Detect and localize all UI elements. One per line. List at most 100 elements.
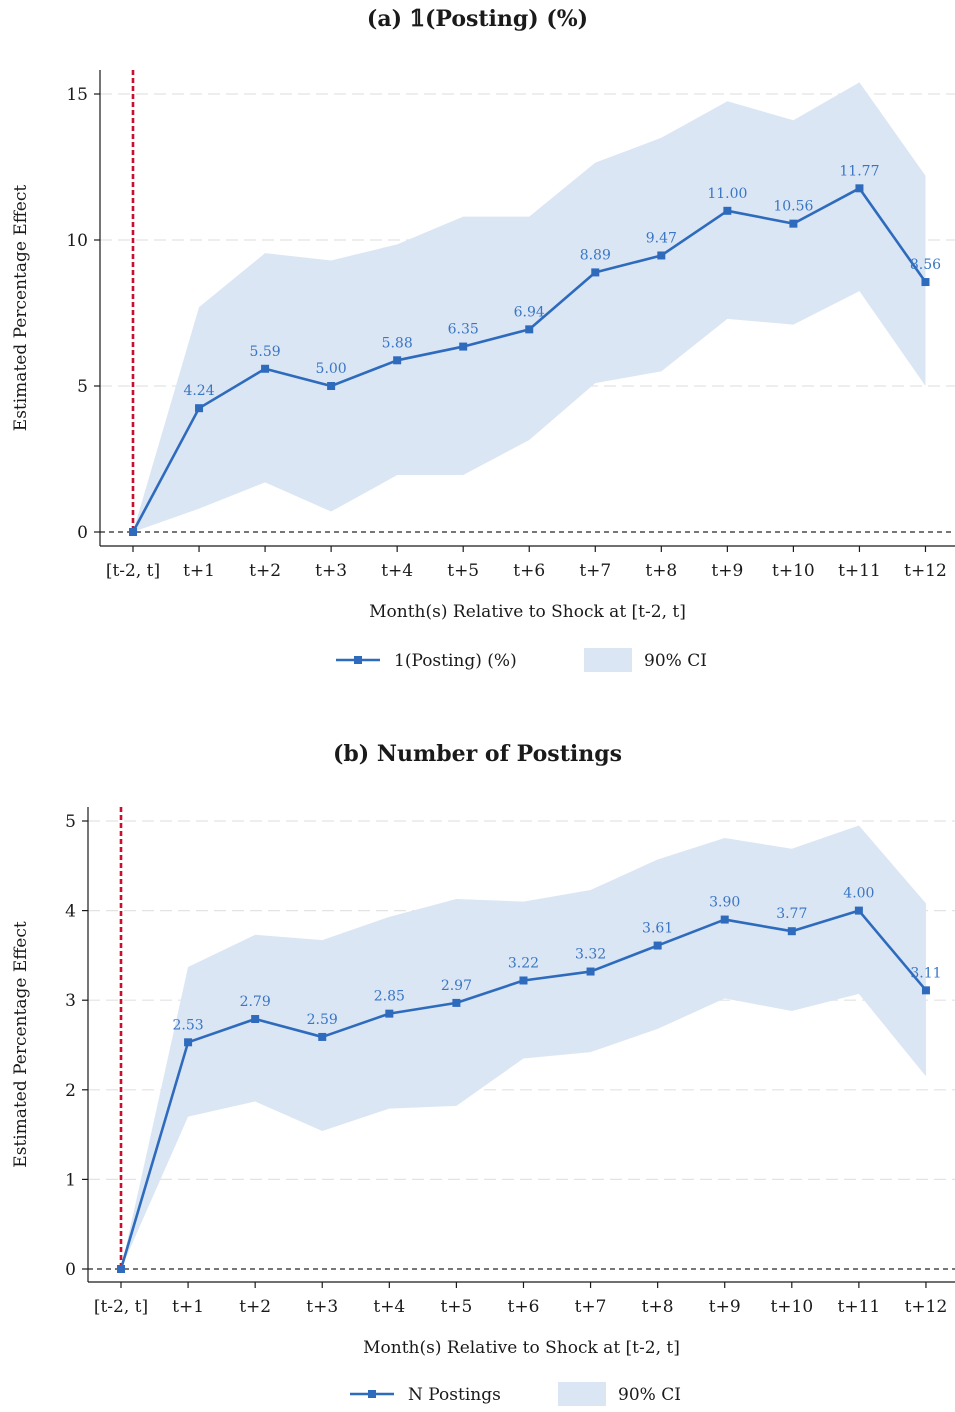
x-tick-label: t+10 <box>772 561 815 581</box>
y-tick-label: 1 <box>65 1170 76 1190</box>
data-label: 6.35 <box>448 322 479 338</box>
data-label: 3.61 <box>642 921 673 937</box>
x-tick-label: t+11 <box>838 561 881 581</box>
data-label: 5.59 <box>249 344 280 360</box>
y-tick-label: 4 <box>65 902 76 922</box>
x-tick-label: t+2 <box>239 1297 271 1317</box>
data-point <box>586 967 595 976</box>
x-tick-label: t+4 <box>373 1297 405 1317</box>
data-point <box>855 184 864 193</box>
x-tick-label: t+10 <box>770 1297 813 1317</box>
x-tick-label: t+8 <box>642 1297 674 1317</box>
x-axis-title: Month(s) Relative to Shock at [t-2, t] <box>369 602 686 622</box>
x-tick-label: t+2 <box>249 561 281 581</box>
y-tick-label: 15 <box>66 85 88 105</box>
data-label: 11.77 <box>839 163 879 179</box>
y-axis-title: Estimated Percentage Effect <box>11 921 31 1168</box>
legend-marker-swatch <box>368 1390 376 1398</box>
y-tick-label: 5 <box>77 377 88 397</box>
y-tick-label: 0 <box>65 1260 76 1280</box>
data-point <box>327 382 336 390</box>
x-tick-label: t+7 <box>575 1297 607 1317</box>
data-label: 4.24 <box>183 383 214 399</box>
y-tick-label: 0 <box>77 523 88 543</box>
data-label: 6.94 <box>514 304 545 320</box>
x-tick-label: t+6 <box>513 561 545 581</box>
data-point <box>261 364 270 373</box>
x-tick-label: t+1 <box>183 561 215 581</box>
x-tick-label: t+3 <box>315 561 347 581</box>
x-tick-label: t+7 <box>579 561 611 581</box>
data-label: 4.00 <box>843 886 874 902</box>
data-label: 10.56 <box>773 199 813 215</box>
data-label: 2.53 <box>172 1017 203 1033</box>
x-tick-label: t+12 <box>904 561 947 581</box>
data-label: 5.00 <box>316 361 347 377</box>
y-tick-label: 10 <box>66 231 88 251</box>
data-point <box>789 219 798 228</box>
data-label: 3.22 <box>508 955 539 971</box>
data-label: 8.89 <box>580 247 611 263</box>
legend-ci-swatch <box>584 648 632 672</box>
data-point <box>653 941 662 950</box>
x-tick-label: t+9 <box>711 561 743 581</box>
x-tick-label: t+1 <box>172 1297 204 1317</box>
data-label: 2.85 <box>374 989 405 1005</box>
x-tick-label: t+5 <box>447 561 479 581</box>
x-tick-label: t+5 <box>440 1297 472 1317</box>
legend-ci-label: 90% CI <box>644 651 707 671</box>
legend-marker-swatch <box>354 656 362 664</box>
data-point <box>921 278 930 287</box>
chart-title: (a) 𝟙(Posting) (%) <box>366 6 589 32</box>
data-point <box>723 206 732 215</box>
ci-band <box>133 82 926 532</box>
y-tick-label: 3 <box>65 991 76 1011</box>
chart-panel-b: (b) Number of Postings 0 1 2 3 4 5 [t-2, t] t+1… <box>0 735 955 1412</box>
data-point <box>195 404 204 413</box>
chart-panel-a: (a) 𝟙(Posting) (%) 0 5 10 15 [t-2, t] t+1 t+2 t… <box>0 0 955 700</box>
data-point <box>117 1265 125 1273</box>
x-axis-title: Month(s) Relative to Shock at [t-2, t] <box>363 1338 680 1358</box>
data-label: 3.11 <box>910 965 941 981</box>
chart-svg: 0 1 2 3 4 5 [t-2, t] t+1 t+2 t+3 t+4 t+5 t+6 t+7 t+8 t+… <box>11 807 955 1406</box>
x-tick-label: [t-2, t] <box>94 1297 148 1317</box>
x-tick-label: t+4 <box>381 561 413 581</box>
data-label: 11.00 <box>707 186 747 202</box>
x-tick-label: t+9 <box>709 1297 741 1317</box>
data-label: 2.79 <box>240 994 271 1010</box>
data-point <box>720 915 729 924</box>
data-point <box>519 976 528 985</box>
data-label: 2.59 <box>307 1012 338 1028</box>
data-point <box>459 342 468 351</box>
legend-series-label: 1(Posting) (%) <box>394 651 517 671</box>
data-point <box>318 1032 327 1041</box>
data-point <box>184 1038 193 1047</box>
legend-ci-label: 90% CI <box>618 1385 681 1405</box>
data-label: 5.88 <box>382 335 413 351</box>
data-label: 9.47 <box>646 230 677 246</box>
data-label: 3.77 <box>776 906 807 922</box>
data-label: 3.32 <box>575 947 606 963</box>
chart-svg: 0 5 10 15 [t-2, t] t+1 t+2 t+3 t+4 t+5 t+6 t+7 t+8 t+… <box>11 70 955 672</box>
data-point <box>525 325 534 334</box>
data-point <box>452 998 461 1007</box>
data-point <box>393 356 402 365</box>
y-tick-label: 2 <box>65 1081 76 1101</box>
legend-ci-swatch <box>558 1382 606 1406</box>
data-label: 8.56 <box>910 257 941 273</box>
data-label: 2.97 <box>441 978 472 994</box>
y-axis-title: Estimated Percentage Effect <box>11 185 31 432</box>
data-point <box>591 268 600 277</box>
data-point <box>129 528 137 536</box>
x-tick-label: t+11 <box>838 1297 881 1317</box>
legend-series-label: N Postings <box>408 1385 501 1405</box>
data-point <box>921 986 930 995</box>
data-point <box>385 1009 394 1018</box>
x-tick-label: t+12 <box>905 1297 948 1317</box>
data-point <box>251 1015 260 1024</box>
x-tick-label: t+3 <box>306 1297 338 1317</box>
x-tick-label: [t-2, t] <box>106 561 160 581</box>
x-tick-label: t+8 <box>645 561 677 581</box>
data-label: 3.90 <box>709 895 740 911</box>
data-point <box>854 906 863 915</box>
